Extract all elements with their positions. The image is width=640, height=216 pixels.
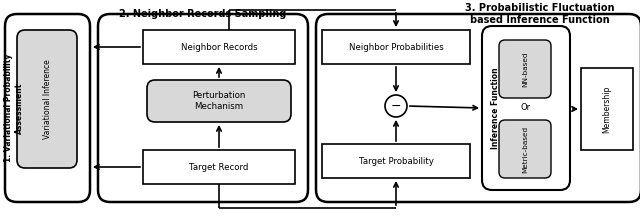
- Text: Or: Or: [521, 103, 531, 113]
- Text: NN-based: NN-based: [522, 51, 528, 87]
- Text: Variational Inference: Variational Inference: [42, 59, 51, 139]
- Text: Neighbor Records: Neighbor Records: [180, 43, 257, 51]
- Text: Target Record: Target Record: [189, 162, 249, 172]
- FancyBboxPatch shape: [499, 40, 551, 98]
- Bar: [322, 144, 470, 178]
- Bar: [581, 68, 633, 150]
- Text: Inference Function: Inference Function: [492, 67, 500, 149]
- Text: Perturbation
Mechanism: Perturbation Mechanism: [192, 91, 246, 111]
- Text: Neighbor Probabilities: Neighbor Probabilities: [349, 43, 444, 51]
- Bar: [143, 150, 295, 184]
- FancyBboxPatch shape: [316, 14, 640, 202]
- Circle shape: [385, 95, 407, 117]
- Text: 1. Variational Probability
Assessment: 1. Variational Probability Assessment: [4, 54, 24, 162]
- Text: Target Probability: Target Probability: [358, 157, 433, 165]
- Text: −: −: [391, 100, 401, 113]
- Text: 3. Probabilistic Fluctuation
based Inference Function: 3. Probabilistic Fluctuation based Infer…: [465, 3, 615, 25]
- FancyBboxPatch shape: [98, 14, 308, 202]
- Text: Membership: Membership: [602, 85, 611, 133]
- Bar: [322, 30, 470, 64]
- Text: Metric-based: Metric-based: [522, 125, 528, 173]
- FancyBboxPatch shape: [5, 14, 90, 202]
- FancyBboxPatch shape: [17, 30, 77, 168]
- FancyBboxPatch shape: [147, 80, 291, 122]
- FancyBboxPatch shape: [482, 26, 570, 190]
- Bar: [143, 30, 295, 64]
- FancyBboxPatch shape: [499, 120, 551, 178]
- Text: 2. Neighbor Records Sampling: 2. Neighbor Records Sampling: [119, 9, 287, 19]
